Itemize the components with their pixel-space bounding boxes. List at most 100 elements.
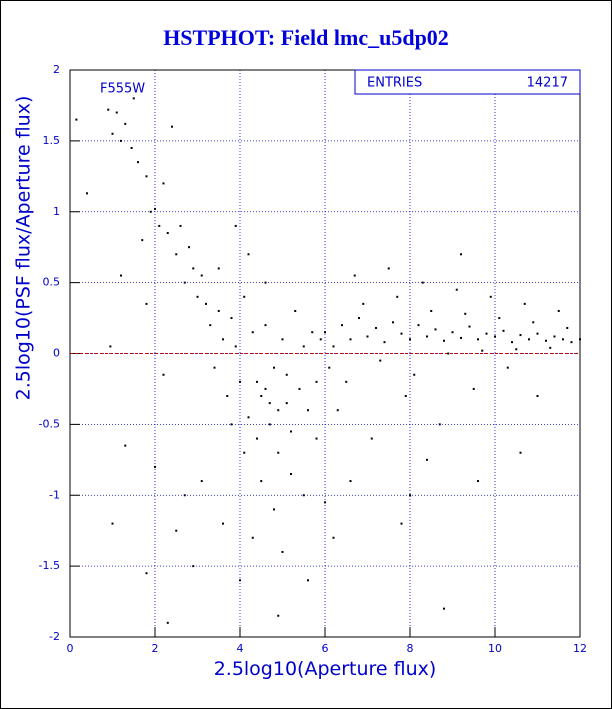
point bbox=[421, 281, 424, 284]
x-tick-label: 10 bbox=[488, 642, 502, 655]
point bbox=[243, 451, 246, 454]
point bbox=[460, 253, 462, 256]
point bbox=[145, 572, 148, 575]
point bbox=[273, 508, 275, 511]
point bbox=[109, 345, 112, 348]
point bbox=[226, 395, 229, 398]
point bbox=[213, 366, 216, 369]
point bbox=[332, 536, 335, 539]
point bbox=[294, 309, 297, 312]
point bbox=[562, 338, 564, 341]
point bbox=[417, 324, 420, 327]
annotation: F555W bbox=[100, 82, 145, 97]
point bbox=[396, 295, 399, 298]
point bbox=[171, 125, 173, 128]
point bbox=[311, 331, 314, 334]
point bbox=[124, 122, 127, 125]
point bbox=[409, 494, 411, 497]
point bbox=[506, 366, 509, 369]
point bbox=[234, 345, 237, 348]
y-axis-label: 2.5log10(PSF flux/Aperture flux) bbox=[13, 96, 35, 401]
point bbox=[222, 338, 224, 341]
y-tick-label: 1 bbox=[53, 205, 60, 218]
point bbox=[230, 423, 233, 426]
point bbox=[362, 302, 365, 305]
point bbox=[438, 423, 441, 426]
point bbox=[115, 111, 118, 114]
point bbox=[268, 423, 271, 426]
point bbox=[247, 253, 250, 256]
x-tick-label: 0 bbox=[67, 642, 74, 655]
point bbox=[285, 402, 288, 405]
point bbox=[251, 536, 254, 539]
point bbox=[455, 288, 458, 291]
point bbox=[302, 345, 305, 348]
point bbox=[324, 501, 326, 504]
point bbox=[247, 416, 250, 419]
x-tick-label: 8 bbox=[407, 642, 414, 655]
point bbox=[162, 373, 165, 376]
point bbox=[553, 335, 556, 338]
point bbox=[298, 387, 301, 390]
point bbox=[179, 224, 182, 227]
point bbox=[149, 210, 152, 213]
point bbox=[260, 480, 263, 483]
point bbox=[519, 451, 522, 454]
point bbox=[481, 349, 484, 352]
point bbox=[549, 346, 552, 349]
point bbox=[341, 324, 343, 327]
point bbox=[443, 607, 445, 610]
point bbox=[277, 614, 280, 617]
y-tick-label: -0.5 bbox=[39, 417, 60, 430]
point bbox=[557, 309, 560, 312]
point bbox=[379, 359, 382, 362]
point bbox=[243, 295, 246, 298]
x-tick-label: 6 bbox=[322, 642, 329, 655]
point bbox=[145, 175, 148, 178]
point bbox=[545, 339, 547, 342]
point bbox=[260, 395, 263, 398]
point bbox=[498, 317, 501, 320]
x-tick-label: 12 bbox=[573, 642, 587, 655]
point bbox=[277, 451, 280, 454]
y-tick-label: -1.5 bbox=[39, 559, 60, 572]
point bbox=[519, 334, 522, 337]
point bbox=[120, 139, 122, 142]
point bbox=[400, 332, 403, 335]
point bbox=[217, 267, 220, 270]
y-tick-label: -1 bbox=[49, 488, 60, 501]
point bbox=[162, 182, 165, 185]
point bbox=[234, 224, 237, 227]
point bbox=[345, 380, 348, 383]
point bbox=[154, 207, 156, 210]
point bbox=[154, 465, 156, 468]
point bbox=[130, 146, 133, 149]
y-tick-label: -2 bbox=[49, 630, 60, 643]
point bbox=[451, 331, 454, 334]
point bbox=[166, 232, 169, 235]
point bbox=[192, 267, 195, 270]
point bbox=[349, 480, 352, 483]
point bbox=[447, 352, 450, 355]
point bbox=[536, 332, 539, 335]
point bbox=[502, 329, 505, 332]
point bbox=[566, 326, 569, 329]
point bbox=[307, 579, 309, 582]
y-tick-label: 1.5 bbox=[43, 134, 61, 147]
point bbox=[256, 437, 258, 440]
point bbox=[332, 345, 335, 348]
point bbox=[472, 387, 475, 390]
point bbox=[430, 309, 433, 312]
point bbox=[370, 437, 373, 440]
point bbox=[183, 494, 186, 497]
point bbox=[251, 331, 254, 334]
x-tick-label: 4 bbox=[237, 642, 244, 655]
point bbox=[515, 348, 518, 351]
point bbox=[217, 309, 220, 312]
point bbox=[349, 338, 352, 341]
point bbox=[511, 341, 513, 344]
point bbox=[205, 302, 207, 305]
x-tick-label: 2 bbox=[152, 642, 159, 655]
point bbox=[124, 444, 127, 447]
